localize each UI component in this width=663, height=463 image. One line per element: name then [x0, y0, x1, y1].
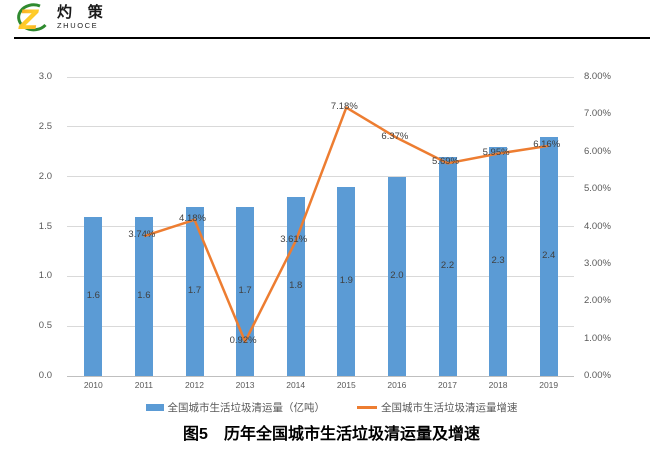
- x-axis-label: 2018: [488, 380, 508, 390]
- line-data-label: 7.18%: [330, 100, 358, 112]
- bar-data-label: 1.9: [339, 275, 353, 287]
- line-data-label: 3.61%: [280, 234, 308, 246]
- left-axis-tick-label: 1.5: [38, 220, 52, 232]
- line-data-label: 4.18%: [179, 212, 206, 224]
- gridline: [67, 375, 574, 377]
- right-axis-tick-label: 6.00%: [584, 145, 611, 157]
- line-series-swatch-icon: [357, 406, 377, 409]
- legend-line-series-label: 全国城市生活垃圾清运量增速: [381, 402, 518, 414]
- line-data-label: 3.74%: [128, 229, 156, 241]
- x-axis-label: 2017: [438, 380, 457, 390]
- right-axis-tick-label: 0.00%: [584, 370, 611, 381]
- left-axis-tick-label: 0.0: [38, 370, 52, 381]
- legend-bar-series-label: 全国城市生活垃圾清运量（亿吨）: [167, 402, 326, 414]
- logo: Z 灼 策 ZHUOCE: [13, 2, 109, 36]
- x-axis-label: 2012: [185, 380, 204, 390]
- x-axis-label: 2011: [134, 380, 154, 390]
- svg-text:Z: Z: [18, 5, 39, 36]
- bar-data-label: 2.0: [390, 270, 404, 282]
- x-axis-label: 2015: [336, 380, 356, 390]
- header-divider: [14, 37, 650, 39]
- line-data-label: 5.95%: [482, 146, 510, 158]
- bar-series-swatch-icon: [145, 404, 164, 411]
- right-axis-tick-label: 4.00%: [584, 220, 611, 232]
- right-axis-tick-label: 5.00%: [584, 183, 611, 195]
- gridline: [67, 76, 574, 78]
- bar-data-label: 1.6: [137, 290, 151, 302]
- x-axis-label: 2019: [539, 380, 559, 390]
- figure-caption: 图5 历年全国城市生活垃圾清运量及增速: [183, 426, 480, 443]
- legend-item-bar-series: 全国城市生活垃圾清运量（亿吨）: [145, 400, 326, 415]
- line-data-label: 6.37%: [381, 130, 409, 142]
- bar-data-label: 1.7: [238, 285, 252, 297]
- zhuoce-z-logo-icon: Z: [17, 3, 47, 36]
- bar-data-label: 2.3: [491, 255, 505, 267]
- bar-data-label: 2.2: [440, 260, 455, 272]
- logo-text: 灼 策 ZHUOCE: [57, 2, 109, 30]
- left-axis-tick-label: 2.0: [38, 170, 52, 182]
- gridline: [67, 126, 574, 128]
- legend-item-line-series: 全国城市生活垃圾清运量增速: [357, 400, 518, 415]
- line-data-label: 6.16%: [533, 138, 561, 150]
- left-axis-tick-label: 3.0: [38, 71, 52, 82]
- left-axis-tick-label: 1.0: [38, 270, 52, 282]
- logo-name-cn: 灼 策: [57, 5, 109, 21]
- logo-name-en: ZHUOCE: [57, 21, 99, 30]
- right-axis-tick-label: 7.00%: [584, 108, 611, 120]
- line-data-label: 5.69%: [432, 156, 459, 168]
- x-axis-label: 2014: [286, 380, 306, 390]
- bar-data-label: 1.7: [187, 285, 202, 297]
- right-axis-tick-label: 3.00%: [584, 257, 611, 269]
- bar-data-label: 1.8: [289, 280, 303, 292]
- bar-data-label: 2.4: [542, 250, 556, 262]
- left-axis-tick-label: 0.5: [38, 320, 52, 332]
- bar-data-label: 1.6: [86, 290, 100, 302]
- right-axis-tick-label: 8.00%: [584, 71, 611, 82]
- right-axis-tick-label: 1.00%: [584, 332, 611, 344]
- bar-2010: [84, 216, 103, 376]
- x-axis-label: 2013: [235, 380, 255, 390]
- left-axis-tick-label: 2.5: [38, 120, 52, 132]
- right-axis-tick-label: 2.00%: [584, 295, 611, 307]
- line-data-label: 0.92%: [229, 334, 257, 346]
- x-axis-label: 2016: [387, 380, 407, 390]
- chart-legend: 全国城市生活垃圾清运量（亿吨） 全国城市生活垃圾清运量增速: [0, 400, 663, 415]
- x-axis-label: 2010: [83, 380, 103, 390]
